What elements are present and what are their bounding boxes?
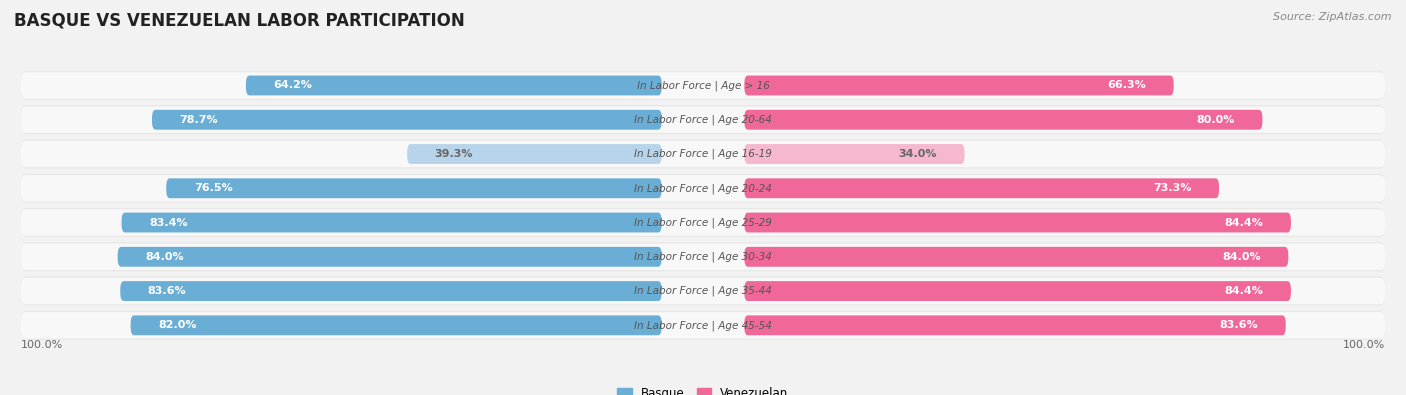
FancyBboxPatch shape — [21, 276, 1385, 306]
Text: 83.6%: 83.6% — [1219, 320, 1258, 330]
FancyBboxPatch shape — [21, 242, 1385, 271]
Text: In Labor Force | Age 16-19: In Labor Force | Age 16-19 — [634, 149, 772, 159]
FancyBboxPatch shape — [246, 75, 662, 96]
Text: 100.0%: 100.0% — [1343, 340, 1385, 350]
Text: 34.0%: 34.0% — [898, 149, 936, 159]
Text: 84.0%: 84.0% — [145, 252, 184, 262]
FancyBboxPatch shape — [152, 110, 662, 130]
FancyBboxPatch shape — [21, 209, 1385, 236]
Text: 82.0%: 82.0% — [159, 320, 197, 330]
Text: In Labor Force | Age 20-24: In Labor Force | Age 20-24 — [634, 183, 772, 194]
Text: In Labor Force | Age 20-64: In Labor Force | Age 20-64 — [634, 115, 772, 125]
FancyBboxPatch shape — [744, 213, 1291, 233]
FancyBboxPatch shape — [121, 213, 662, 233]
Text: In Labor Force | Age 30-34: In Labor Force | Age 30-34 — [634, 252, 772, 262]
Text: In Labor Force | Age 25-29: In Labor Force | Age 25-29 — [634, 217, 772, 228]
FancyBboxPatch shape — [21, 72, 1385, 99]
FancyBboxPatch shape — [21, 175, 1385, 201]
FancyBboxPatch shape — [21, 312, 1385, 339]
Text: In Labor Force | Age 45-54: In Labor Force | Age 45-54 — [634, 320, 772, 331]
FancyBboxPatch shape — [121, 281, 662, 301]
FancyBboxPatch shape — [744, 75, 1174, 96]
FancyBboxPatch shape — [21, 278, 1385, 304]
FancyBboxPatch shape — [21, 311, 1385, 340]
Text: Source: ZipAtlas.com: Source: ZipAtlas.com — [1274, 12, 1392, 22]
FancyBboxPatch shape — [21, 208, 1385, 237]
Text: In Labor Force | Age > 16: In Labor Force | Age > 16 — [637, 80, 769, 91]
FancyBboxPatch shape — [118, 247, 662, 267]
Text: 80.0%: 80.0% — [1197, 115, 1234, 125]
FancyBboxPatch shape — [744, 144, 965, 164]
FancyBboxPatch shape — [21, 174, 1385, 203]
FancyBboxPatch shape — [21, 107, 1385, 133]
Text: 76.5%: 76.5% — [194, 183, 232, 193]
FancyBboxPatch shape — [744, 178, 1219, 198]
FancyBboxPatch shape — [408, 144, 662, 164]
Text: 84.4%: 84.4% — [1225, 218, 1264, 228]
FancyBboxPatch shape — [744, 110, 1263, 130]
Text: 83.6%: 83.6% — [148, 286, 187, 296]
Text: 39.3%: 39.3% — [434, 149, 474, 159]
FancyBboxPatch shape — [21, 71, 1385, 100]
Text: 64.2%: 64.2% — [273, 81, 312, 90]
Text: In Labor Force | Age 35-44: In Labor Force | Age 35-44 — [634, 286, 772, 296]
Text: 66.3%: 66.3% — [1108, 81, 1146, 90]
FancyBboxPatch shape — [21, 139, 1385, 169]
Text: 84.4%: 84.4% — [1225, 286, 1264, 296]
Text: 83.4%: 83.4% — [149, 218, 188, 228]
FancyBboxPatch shape — [21, 244, 1385, 270]
Text: 84.0%: 84.0% — [1222, 252, 1261, 262]
FancyBboxPatch shape — [744, 247, 1288, 267]
FancyBboxPatch shape — [21, 105, 1385, 134]
FancyBboxPatch shape — [131, 315, 662, 335]
FancyBboxPatch shape — [744, 315, 1285, 335]
Text: 73.3%: 73.3% — [1153, 183, 1191, 193]
Text: 78.7%: 78.7% — [180, 115, 218, 125]
FancyBboxPatch shape — [166, 178, 662, 198]
Text: 100.0%: 100.0% — [21, 340, 63, 350]
Text: BASQUE VS VENEZUELAN LABOR PARTICIPATION: BASQUE VS VENEZUELAN LABOR PARTICIPATION — [14, 12, 465, 30]
Legend: Basque, Venezuelan: Basque, Venezuelan — [613, 382, 793, 395]
FancyBboxPatch shape — [744, 281, 1291, 301]
FancyBboxPatch shape — [21, 141, 1385, 167]
